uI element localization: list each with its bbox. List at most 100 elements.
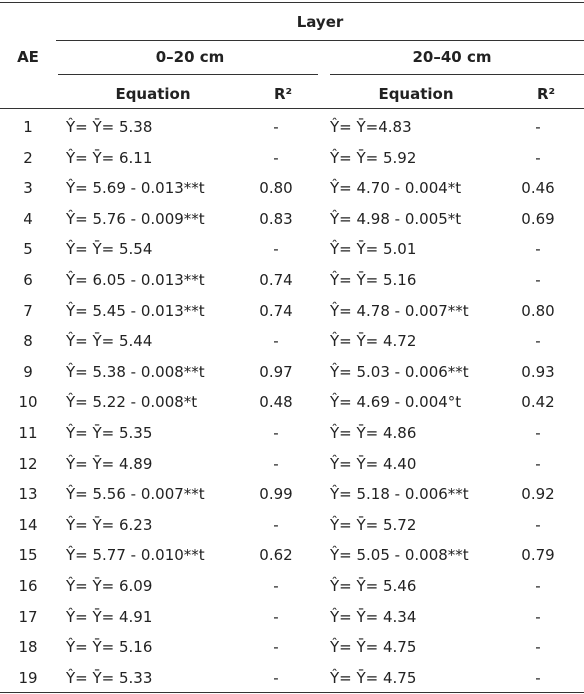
ae-cell: 3 xyxy=(23,179,33,198)
r2-cell: 0.93 xyxy=(521,362,555,381)
equation-cell: Ŷ= Ȳ= 4.72 xyxy=(330,332,417,351)
r2-cell: - xyxy=(273,118,279,136)
r2-cell: 0.69 xyxy=(521,209,555,228)
equation-cell: Ŷ= Ȳ= 4.75 xyxy=(330,638,417,657)
r2-cell: - xyxy=(535,148,541,167)
equation-cell: Ŷ= Ȳ= 4.75 xyxy=(330,668,417,687)
equation-cell: Ŷ= 5.76 - 0.009**t xyxy=(66,209,205,228)
equation-cell: Ŷ= Ȳ= 5.33 xyxy=(66,668,153,687)
equation-cell: Ŷ= 5.03 - 0.006**t xyxy=(330,362,469,381)
ae-cell: 15 xyxy=(18,546,38,565)
r2-cell: - xyxy=(273,332,279,351)
ae-cell: 19 xyxy=(18,668,38,687)
r2-cell: - xyxy=(273,668,279,687)
r2-cell: 0.42 xyxy=(521,393,555,412)
equation-cell: Ŷ= Ȳ= 5.46 xyxy=(330,577,417,595)
layer-2-rule xyxy=(330,74,584,75)
r2-cell: - xyxy=(535,577,541,595)
r2-cell: 0.92 xyxy=(521,485,555,504)
equation-cell: Ŷ= 4.98 - 0.005*t xyxy=(330,209,462,228)
group-header: Layer xyxy=(296,13,344,31)
ae-cell: 13 xyxy=(18,485,38,504)
equation-cell: Ŷ= Ȳ= 6.09 xyxy=(66,577,153,595)
equation-cell: Ŷ= 5.77 - 0.010**t xyxy=(66,546,205,565)
ae-cell: 9 xyxy=(23,362,33,381)
ae-cell: 8 xyxy=(23,332,33,351)
ae-cell: 2 xyxy=(23,148,33,167)
column-header: R² xyxy=(536,85,556,103)
equation-cell: Ŷ= Ȳ= 4.86 xyxy=(330,424,417,442)
ae-cell: 11 xyxy=(18,424,38,442)
equation-cell: Ŷ= Ȳ= 4.34 xyxy=(330,607,417,626)
r2-cell: 0.79 xyxy=(521,546,555,565)
r2-cell: - xyxy=(535,638,541,657)
ae-cell: 17 xyxy=(18,607,38,626)
equation-cell: Ŷ= Ȳ= 5.72 xyxy=(330,515,417,534)
equation-cell: Ŷ= 4.70 - 0.004*t xyxy=(330,179,462,198)
r2-cell: 0.83 xyxy=(259,209,293,228)
equation-cell: Ŷ= Ȳ= 5.01 xyxy=(330,240,417,259)
r2-cell: 0.74 xyxy=(259,271,293,289)
equation-cell: Ŷ= Ȳ=4.83 xyxy=(330,118,412,136)
layer-header: 0–20 cm xyxy=(155,48,225,66)
equation-cell: Ŷ= 4.69 - 0.004°t xyxy=(330,393,462,412)
r2-cell: - xyxy=(535,515,541,534)
r2-cell: 0.99 xyxy=(259,485,293,504)
r2-cell: - xyxy=(273,424,279,442)
equation-cell: Ŷ= 5.22 - 0.008*t xyxy=(66,393,198,412)
equation-cell: Ŷ= Ȳ= 5.92 xyxy=(330,148,417,167)
ae-cell: 18 xyxy=(18,638,38,657)
equation-cell: Ŷ= 5.38 - 0.008**t xyxy=(66,362,205,381)
equation-cell: Ŷ= 4.78 - 0.007**t xyxy=(330,301,469,320)
r2-cell: - xyxy=(535,454,541,473)
r2-cell: 0.62 xyxy=(259,546,293,565)
r2-cell: - xyxy=(273,148,279,167)
layer-header: 20–40 cm xyxy=(412,48,492,66)
ae-cell: 4 xyxy=(23,209,33,228)
r2-cell: - xyxy=(535,271,541,289)
equation-cell: Ŷ= Ȳ= 6.11 xyxy=(66,148,153,167)
column-header: Equation xyxy=(115,85,191,103)
r2-cell: - xyxy=(535,118,541,136)
ae-cell: 7 xyxy=(23,301,33,320)
r2-cell: - xyxy=(273,515,279,534)
equation-cell: Ŷ= Ȳ= 5.16 xyxy=(330,271,417,289)
equation-cell: Ŷ= 5.56 - 0.007**t xyxy=(66,485,205,504)
column-header: Equation xyxy=(378,85,454,103)
layer-rule xyxy=(56,40,584,41)
column-header: R² xyxy=(273,85,293,103)
r2-cell: - xyxy=(535,607,541,626)
equation-cell: Ŷ= Ȳ= 6.23 xyxy=(66,515,153,534)
ae-cell: 5 xyxy=(23,240,33,259)
ae-cell: 6 xyxy=(23,271,33,289)
bottom-rule xyxy=(0,692,584,693)
ae-cell: 1 xyxy=(23,118,33,136)
equation-cell: Ŷ= 5.18 - 0.006**t xyxy=(330,485,469,504)
equation-cell: Ŷ= Ȳ= 4.91 xyxy=(66,607,153,626)
r2-cell: - xyxy=(273,607,279,626)
r2-cell: - xyxy=(273,577,279,595)
r2-cell: 0.48 xyxy=(259,393,293,412)
ae-header: AE xyxy=(17,48,39,66)
r2-cell: - xyxy=(535,424,541,442)
r2-cell: 0.80 xyxy=(521,301,555,320)
equation-cell: Ŷ= Ȳ= 5.16 xyxy=(66,638,153,657)
ae-cell: 12 xyxy=(18,454,38,473)
ae-cell: 10 xyxy=(18,393,38,412)
equation-cell: Ŷ= 5.05 - 0.008**t xyxy=(330,546,469,565)
r2-cell: 0.97 xyxy=(259,362,293,381)
r2-cell: 0.46 xyxy=(521,179,555,198)
r2-cell: - xyxy=(273,638,279,657)
ae-cell: 14 xyxy=(18,515,38,534)
header-rule xyxy=(0,108,584,109)
equation-cell: Ŷ= 5.45 - 0.013**t xyxy=(66,301,205,320)
equation-cell: Ŷ= Ȳ= 5.44 xyxy=(66,332,153,351)
r2-cell: 0.74 xyxy=(259,301,293,320)
top-rule xyxy=(0,2,584,3)
r2-cell: - xyxy=(535,332,541,351)
r2-cell: - xyxy=(535,668,541,687)
equation-cell: Ŷ= 5.69 - 0.013**t xyxy=(66,179,205,198)
equation-cell: Ŷ= 6.05 - 0.013**t xyxy=(66,271,205,289)
r2-cell: 0.80 xyxy=(259,179,293,198)
